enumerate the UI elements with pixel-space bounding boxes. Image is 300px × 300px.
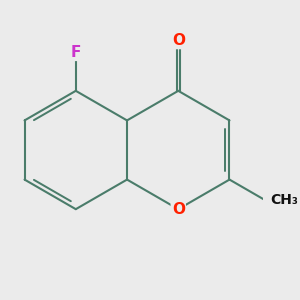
Text: F: F xyxy=(70,45,81,60)
Text: CH₃: CH₃ xyxy=(270,193,298,207)
Text: O: O xyxy=(172,33,185,48)
Text: O: O xyxy=(172,202,185,217)
